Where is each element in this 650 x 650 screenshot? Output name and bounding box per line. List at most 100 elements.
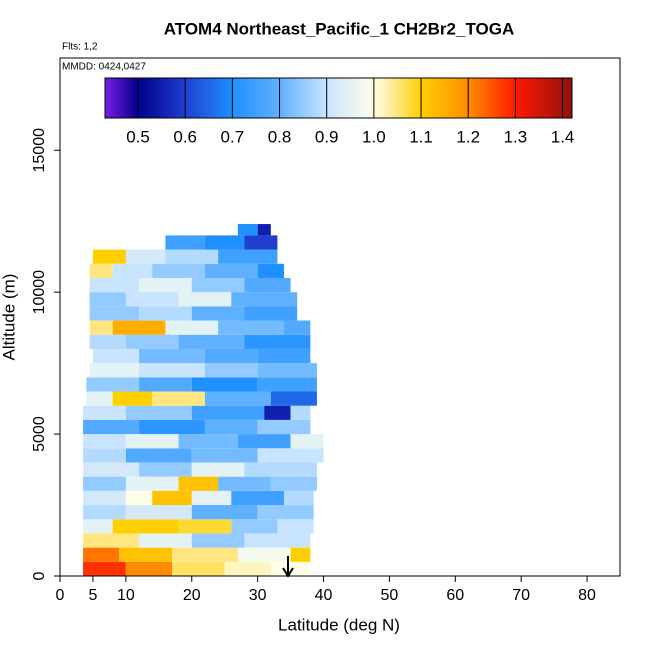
cell xyxy=(178,519,232,534)
cell xyxy=(83,490,126,506)
colorbar-tick-label: 0.5 xyxy=(126,127,150,146)
x-tick-label: 70 xyxy=(512,587,530,604)
cell xyxy=(89,277,140,293)
cell xyxy=(125,490,153,506)
cell xyxy=(178,434,238,449)
cell xyxy=(83,533,140,548)
x-tick-label: 60 xyxy=(446,587,464,604)
cell xyxy=(112,519,179,534)
cell xyxy=(224,561,271,576)
plot-frame xyxy=(59,57,621,577)
colorbar xyxy=(104,77,573,119)
cell xyxy=(237,434,291,449)
cell xyxy=(257,363,317,378)
annotation: Flts: 1,2 xyxy=(62,42,98,53)
cell xyxy=(257,448,324,463)
x-axis-label: Latitude (deg N) xyxy=(278,615,400,634)
cell xyxy=(165,235,205,250)
colorbar-tick-label: 1.0 xyxy=(362,127,386,146)
cell xyxy=(178,292,232,307)
cell xyxy=(89,363,140,378)
cell xyxy=(204,391,271,406)
cell xyxy=(244,306,298,321)
cell xyxy=(125,561,172,576)
cell xyxy=(89,306,140,321)
cell xyxy=(231,519,278,534)
cell xyxy=(139,377,192,392)
cell xyxy=(172,547,238,562)
cell xyxy=(92,348,140,364)
cell xyxy=(125,434,179,449)
cell xyxy=(191,505,258,520)
cell xyxy=(125,476,179,491)
y-axis-label: Altitude (m) xyxy=(0,274,18,361)
cell xyxy=(139,533,192,548)
colorbar-tick-label: 1.4 xyxy=(551,127,575,146)
cell xyxy=(125,334,179,349)
x-tick-label: 50 xyxy=(381,587,399,604)
x-tick-label: 80 xyxy=(578,587,596,604)
cell xyxy=(191,462,245,477)
cell xyxy=(237,224,258,236)
cell xyxy=(89,292,126,307)
cell xyxy=(172,561,225,576)
x-tick-label: 10 xyxy=(117,587,135,604)
cell xyxy=(204,419,258,435)
x-tick-label: 40 xyxy=(315,587,333,604)
colorbar-tick-label: 0.8 xyxy=(268,127,292,146)
cell xyxy=(119,547,172,562)
cell xyxy=(86,377,140,392)
x-tick-label: 30 xyxy=(249,587,267,604)
cell xyxy=(83,561,126,576)
cell xyxy=(284,320,311,335)
cell xyxy=(83,419,140,435)
cell xyxy=(125,405,192,420)
cell xyxy=(139,348,205,364)
colorbar-tick-label: 0.7 xyxy=(221,127,245,146)
cell xyxy=(83,405,126,420)
cell xyxy=(89,320,113,335)
cell xyxy=(83,448,126,463)
cell xyxy=(139,306,192,321)
cell xyxy=(204,235,245,250)
cell xyxy=(125,448,192,463)
cell xyxy=(139,363,205,378)
y-tick-label: 5000 xyxy=(31,416,48,452)
cell xyxy=(86,391,113,406)
cell xyxy=(125,505,192,520)
y-tick-label: 10000 xyxy=(31,270,48,315)
cell xyxy=(218,320,284,335)
cell xyxy=(92,249,126,264)
cell xyxy=(112,391,153,406)
cell xyxy=(204,363,258,378)
cell xyxy=(270,561,311,576)
cell xyxy=(257,419,311,435)
chart-title: ATOM4 Northeast_Pacific_1 CH2Br2_TOGA xyxy=(164,19,515,38)
cell xyxy=(218,249,278,264)
cell xyxy=(290,434,324,449)
cell xyxy=(257,377,317,392)
cell xyxy=(264,405,291,420)
cell xyxy=(125,249,166,264)
cell xyxy=(244,533,311,548)
cell xyxy=(244,235,278,250)
cell xyxy=(191,377,258,392)
cell xyxy=(244,334,311,349)
cell xyxy=(152,391,205,406)
cell xyxy=(191,448,258,463)
cell xyxy=(83,519,113,534)
cell xyxy=(139,462,192,477)
cell xyxy=(244,462,317,477)
cell xyxy=(270,391,317,406)
cell xyxy=(257,505,314,520)
curtain xyxy=(83,224,324,576)
cell xyxy=(178,334,245,349)
cell xyxy=(139,277,192,293)
cell xyxy=(237,547,291,562)
cell xyxy=(83,505,126,520)
cell xyxy=(290,547,311,562)
cell xyxy=(257,348,311,364)
cell xyxy=(191,533,245,548)
cell xyxy=(152,263,205,278)
